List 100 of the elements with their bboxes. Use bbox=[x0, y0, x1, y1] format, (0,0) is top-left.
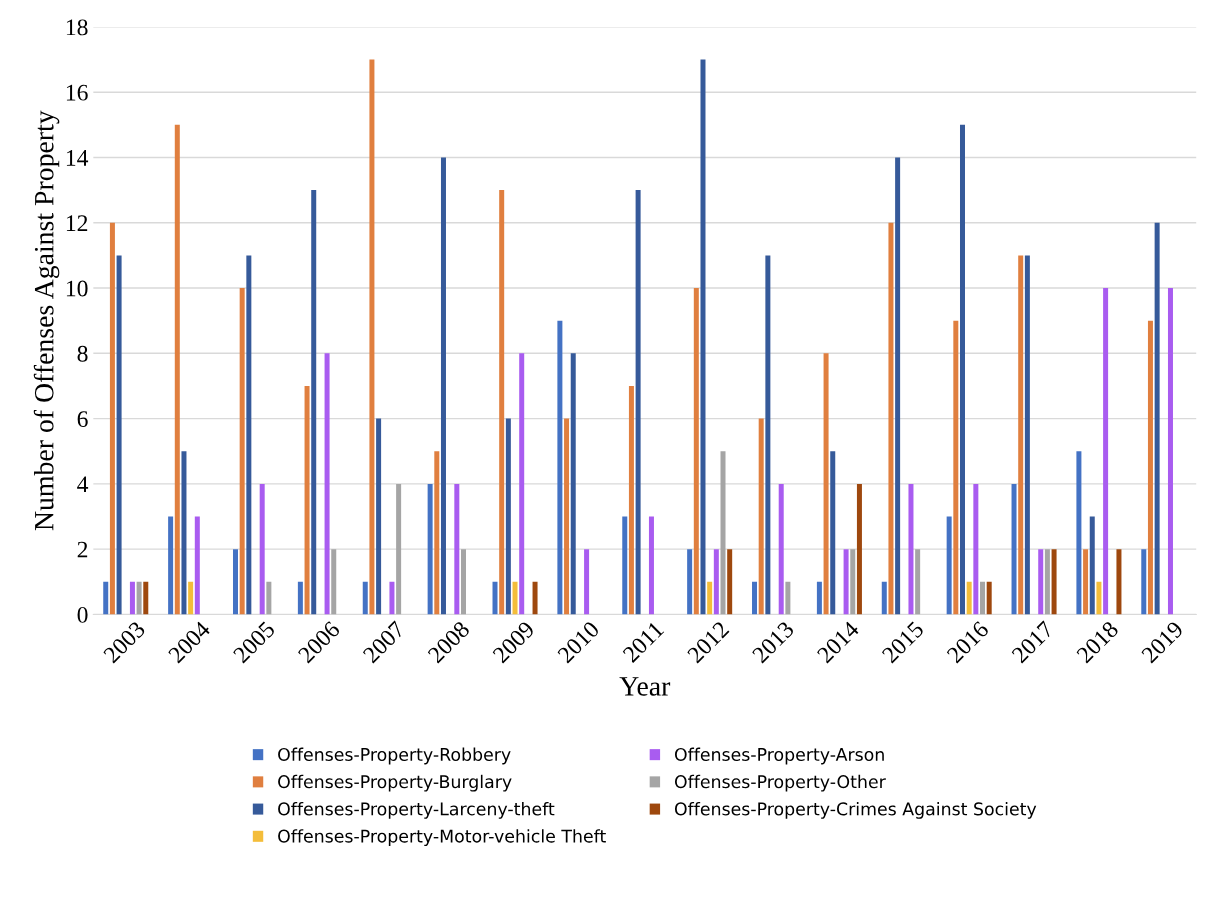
bar bbox=[856, 483, 862, 615]
bar bbox=[311, 190, 317, 615]
bar bbox=[823, 353, 829, 615]
bar bbox=[752, 581, 758, 615]
bar bbox=[512, 581, 518, 615]
bar bbox=[1154, 222, 1160, 615]
bar bbox=[103, 581, 109, 615]
bar bbox=[687, 549, 693, 615]
bar bbox=[888, 222, 894, 615]
bar bbox=[246, 255, 252, 615]
y-tick-label: 12 bbox=[66, 215, 88, 231]
bar bbox=[960, 124, 965, 615]
y-tick-label: 0 bbox=[77, 606, 88, 623]
bar bbox=[297, 581, 303, 615]
bar bbox=[266, 581, 272, 615]
bar bbox=[693, 288, 699, 615]
bar bbox=[635, 190, 641, 615]
bar bbox=[953, 320, 959, 615]
bar bbox=[324, 353, 330, 615]
bar bbox=[427, 483, 433, 615]
legend-label: Offenses-Property-Arson bbox=[674, 747, 884, 765]
bar bbox=[129, 581, 135, 615]
bar bbox=[362, 581, 368, 615]
bar bbox=[830, 451, 836, 615]
bar bbox=[713, 549, 719, 615]
legend-label: Offenses-Property-Other bbox=[674, 774, 886, 792]
bar bbox=[778, 483, 784, 615]
bar bbox=[194, 516, 200, 615]
legend-label: Offenses-Property-Crimes Against Society bbox=[674, 802, 1037, 819]
bar bbox=[109, 222, 115, 615]
bar bbox=[584, 549, 590, 615]
y-tick-label: 16 bbox=[66, 84, 88, 101]
bar bbox=[628, 385, 634, 615]
bar bbox=[785, 581, 791, 615]
bar bbox=[1076, 451, 1082, 615]
bar bbox=[843, 549, 849, 615]
bar bbox=[239, 288, 245, 615]
y-tick-label: 8 bbox=[77, 345, 88, 362]
bar bbox=[1089, 516, 1095, 615]
bar bbox=[622, 516, 628, 615]
y-axis-title: Number of Offenses Against Property bbox=[33, 110, 60, 531]
bar bbox=[915, 549, 921, 615]
bar bbox=[895, 157, 901, 615]
legend-label: Offenses-Property-Larceny-theft bbox=[278, 802, 555, 819]
bar bbox=[700, 59, 706, 615]
bar bbox=[181, 451, 187, 615]
bar bbox=[707, 581, 713, 615]
bar bbox=[973, 483, 979, 615]
y-tick-label: 6 bbox=[77, 411, 88, 428]
bar bbox=[966, 581, 972, 615]
bar bbox=[980, 581, 986, 615]
bar bbox=[648, 516, 654, 615]
bar bbox=[1083, 549, 1089, 615]
bar bbox=[259, 483, 265, 615]
bar bbox=[557, 320, 563, 615]
bar bbox=[505, 418, 511, 615]
bar bbox=[946, 516, 952, 615]
bar bbox=[460, 549, 466, 615]
y-tick-label: 2 bbox=[77, 541, 88, 558]
bar bbox=[434, 451, 440, 615]
legend-label: Offenses-Property-Burglary bbox=[278, 774, 512, 792]
bar bbox=[492, 581, 498, 615]
bar bbox=[519, 353, 525, 615]
bar bbox=[1044, 549, 1050, 615]
bar bbox=[440, 157, 446, 615]
bar bbox=[720, 451, 726, 615]
bar bbox=[376, 418, 382, 615]
y-tick-label: 18 bbox=[66, 19, 88, 36]
bar bbox=[1096, 581, 1102, 615]
x-axis-title: Year bbox=[619, 677, 671, 696]
bar bbox=[1167, 288, 1173, 615]
legend-label: Offenses-Property-Robbery bbox=[278, 747, 511, 765]
bar bbox=[116, 255, 122, 615]
bar bbox=[168, 516, 174, 615]
bar bbox=[174, 124, 180, 615]
bar bbox=[532, 581, 538, 615]
bar bbox=[758, 418, 764, 615]
bar bbox=[233, 549, 238, 615]
bar bbox=[1051, 549, 1057, 615]
bar bbox=[765, 255, 771, 615]
bar bbox=[188, 581, 194, 615]
bar bbox=[1116, 549, 1122, 615]
bar bbox=[850, 549, 856, 615]
bar bbox=[136, 581, 142, 615]
y-tick-label: 14 bbox=[66, 150, 89, 166]
y-tick-label: 4 bbox=[77, 476, 89, 493]
bar bbox=[1103, 288, 1109, 615]
bar bbox=[331, 549, 337, 615]
bar bbox=[908, 483, 914, 615]
y-tick-label: 10 bbox=[66, 280, 88, 297]
bar bbox=[881, 581, 887, 615]
bar bbox=[727, 549, 733, 615]
bar bbox=[564, 418, 570, 615]
bar bbox=[1018, 255, 1024, 615]
bar bbox=[1024, 255, 1030, 615]
bar bbox=[389, 581, 395, 615]
bar bbox=[143, 581, 149, 615]
bar bbox=[570, 353, 576, 615]
bar bbox=[986, 581, 992, 615]
bar bbox=[816, 581, 822, 615]
